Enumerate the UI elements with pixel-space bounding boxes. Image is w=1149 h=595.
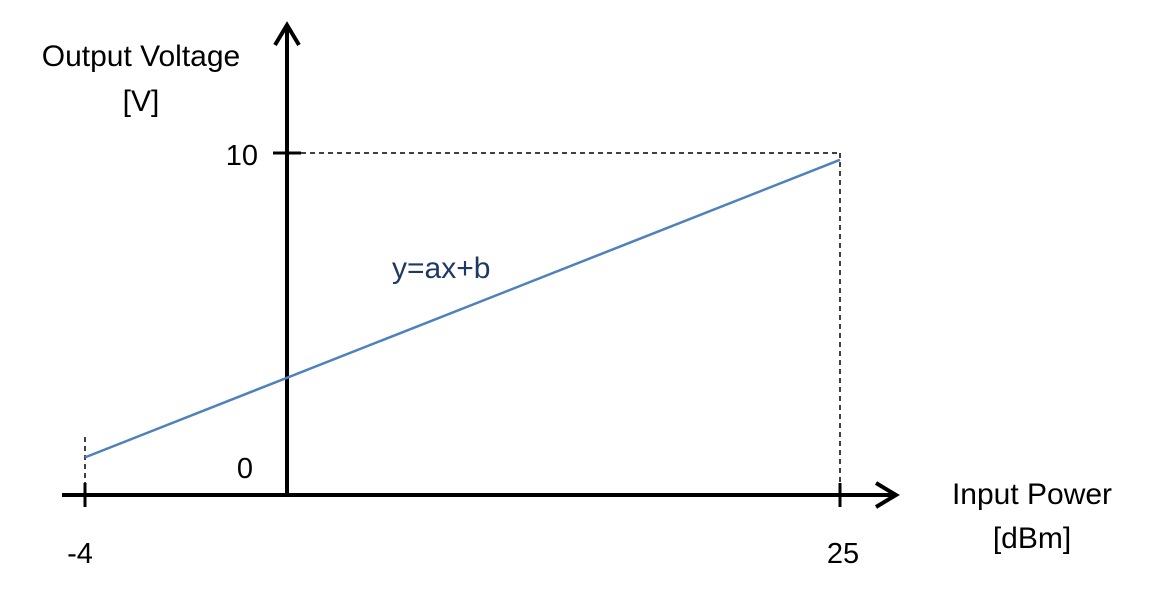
y-axis-label-line2: [V] [123, 85, 160, 118]
equation-annotation: y=ax+b [392, 252, 490, 285]
x-axis-label-line1: Input Power [952, 478, 1112, 511]
x-tick-label-min: -4 [67, 538, 93, 570]
x-tick-label-max: 25 [827, 538, 859, 570]
x-axis-arrow-icon [874, 481, 900, 509]
x-axis-label-line2: [dBm] [993, 522, 1071, 555]
y-tick-label-min: 0 [237, 453, 253, 485]
y-tick-label-max: 10 [226, 140, 258, 172]
y-axis-label-line1: Output Voltage [42, 40, 241, 73]
series-line [84, 158, 841, 459]
y-axis-arrow-icon [273, 21, 301, 47]
